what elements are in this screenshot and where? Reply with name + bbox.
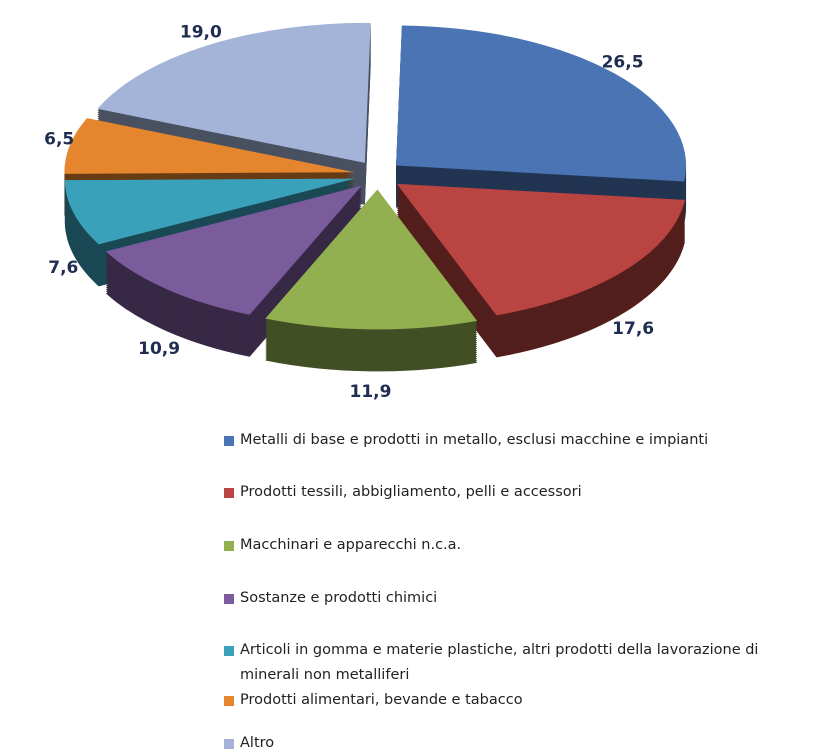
value-label: 7,6 [48,258,78,278]
slice [265,189,478,330]
legend-label: Articoli in gomma e materie plastiche, a… [240,642,759,683]
legend-label: Altro [240,735,275,751]
legend-item: Altro [222,731,812,756]
value-label: 10,9 [138,339,180,359]
legend-item: Prodotti tessili, abbigliamento, pelli e… [222,480,812,505]
legend-item: Macchinari e apparecchi n.c.a. [222,533,812,558]
legend-item: Metalli di base e prodotti in metallo, e… [222,428,812,453]
value-label: 19,0 [180,23,222,43]
legend-label: Prodotti alimentari, bevande e tabacco [240,692,523,708]
slice [64,178,355,245]
chart: 26,5 17,6 11,9 10,9 7,6 6,5 19,0 [44,22,687,402]
legend-item: Prodotti alimentari, bevande e tabacco [222,688,812,713]
slice [396,183,685,316]
legend-swatch [224,541,234,551]
value-label: 26,5 [602,52,644,72]
value-label: 11,9 [350,382,392,402]
slice [97,22,371,163]
legend-item: Articoli in gomma e materie plastiche, a… [222,638,812,688]
legend-item: Sostanze e prodotti chimici [222,586,812,611]
slice [396,25,687,182]
value-label: 6,5 [44,129,74,149]
legend-label: Sostanze e prodotti chimici [240,590,438,606]
legend-swatch [224,739,234,749]
slice [105,185,362,315]
legend-swatch [224,646,234,656]
legend-swatch [224,436,234,446]
legend-swatch [224,488,234,498]
legend-label: Macchinari e apparecchi n.c.a. [240,537,462,553]
legend-label: Prodotti tessili, abbigliamento, pelli e… [240,484,582,500]
value-label: 17,6 [612,319,654,339]
legend-label: Metalli di base e prodotti in metallo, e… [240,432,709,448]
legend-swatch [224,696,234,706]
slice [64,118,355,174]
legend-swatch [224,594,234,604]
